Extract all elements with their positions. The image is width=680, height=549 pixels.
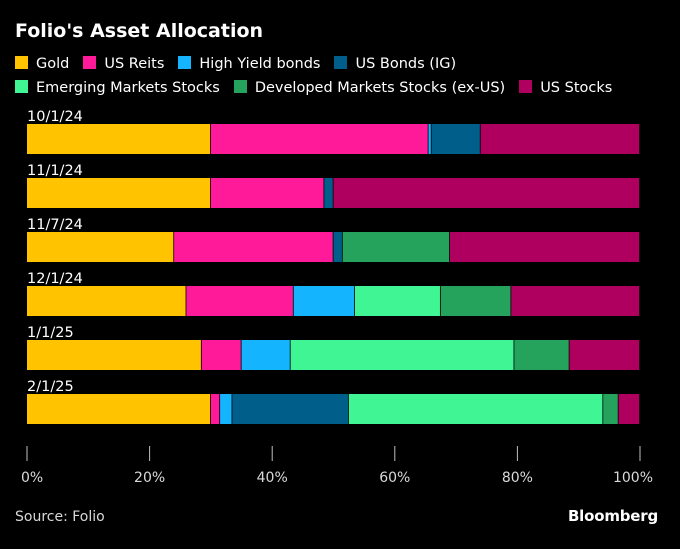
legend-swatch (178, 56, 192, 69)
legend-item-high-yield-bonds: High Yield bonds (178, 52, 320, 76)
legend-swatch (15, 56, 28, 69)
bar-segment-11-1-24-gold (27, 178, 211, 208)
stacked-bar-chart: 10/1/24 11/1/24 11/7/24 12/1/24 1/1/25 2/1/25… (21, 109, 653, 486)
bar-segment-10-1-24-us-stocks (480, 124, 640, 154)
row-label-11-1-24: 11/1/24 (27, 163, 83, 179)
legend-item-us-bonds-ig: US Bonds (IG) (334, 52, 456, 76)
bar-segment-10-1-24-gold (27, 124, 211, 154)
bar-segment-11-1-24-us-stocks (333, 178, 640, 208)
legend-swatch (15, 80, 28, 93)
bar-segment-1-1-25-gold (27, 340, 201, 370)
bar-segment-11-7-24-us-bonds-ig (333, 232, 342, 262)
x-tick-label: 20% (134, 470, 165, 486)
x-tick-label: 100% (613, 470, 653, 486)
legend-item-us-stocks: US Stocks (519, 76, 612, 100)
legend-label: US Bonds (IG) (355, 56, 457, 72)
legend-swatch (519, 80, 533, 93)
row-label-12-1-24: 12/1/24 (27, 271, 83, 287)
legend-item-emerging-markets-stocks: Emerging Markets Stocks (15, 76, 220, 100)
legend-label: Emerging Markets Stocks (36, 80, 220, 96)
bar-segment-2-1-25-us-reits (210, 394, 220, 424)
bar-segment-12-1-24-high-yield-bonds (293, 286, 355, 316)
legend-label: US Stocks (540, 80, 613, 96)
bar-segment-10-1-24-us-bonds-ig (431, 124, 480, 154)
bar-segment-10-1-24-us-reits (210, 124, 428, 154)
bar-segment-1-1-25-us-stocks (569, 340, 640, 370)
legend-label: Gold (36, 56, 70, 72)
bar-segment-2-1-25-developed-markets-stocks-ex-us (603, 394, 618, 424)
bar-segment-12-1-24-gold (27, 286, 186, 316)
x-tick-label: 0% (21, 470, 43, 486)
bar-segment-2-1-25-emerging-markets-stocks (348, 394, 603, 424)
legend-item-us-reits: US Reits (83, 52, 164, 76)
legend-swatch (334, 56, 348, 69)
bar-segment-1-1-25-developed-markets-stocks-ex-us (514, 340, 569, 370)
row-label-10-1-24: 10/1/24 (27, 109, 83, 125)
source-note: Source: Folio (15, 509, 105, 525)
bar-segment-11-7-24-gold (27, 232, 174, 262)
bar-segment-12-1-24-us-stocks (511, 286, 640, 316)
bar-segment-12-1-24-developed-markets-stocks-ex-us (440, 286, 511, 316)
bar-segment-11-7-24-developed-markets-stocks-ex-us (342, 232, 450, 262)
bar-segment-2-1-25-us-bonds-ig (232, 394, 349, 424)
x-tick-label: 80% (502, 470, 533, 486)
bar-segment-11-1-24-us-bonds-ig (324, 178, 333, 208)
bar-segment-11-7-24-us-reits (174, 232, 333, 262)
bloomberg-logo: Bloomberg (567, 507, 658, 525)
x-tick-label: 60% (379, 470, 410, 486)
legend: Gold US Reits High Yield bonds US Bonds (IG… (15, 52, 675, 100)
legend-swatch (83, 56, 97, 69)
legend-item-gold: Gold (15, 52, 69, 76)
row-label-1-1-25: 1/1/25 (27, 325, 74, 341)
bar-segment-11-7-24-us-stocks (449, 232, 640, 262)
legend-label: Developed Markets Stocks (ex-US) (254, 80, 506, 96)
legend-swatch (233, 80, 247, 93)
bar-segment-1-1-25-high-yield-bonds (241, 340, 290, 370)
bar-segment-10-1-24-high-yield-bonds (428, 124, 431, 154)
chart-title: Folio's Asset Allocation (15, 20, 264, 42)
bar-segment-1-1-25-us-reits (201, 340, 241, 370)
bar-segment-11-1-24-us-reits (210, 178, 324, 208)
bar-segment-2-1-25-high-yield-bonds (220, 394, 232, 424)
legend-item-developed-markets-stocks-ex-us: Developed Markets Stocks (ex-US) (233, 76, 506, 100)
row-label-11-7-24: 11/7/24 (27, 217, 83, 233)
bar-segment-12-1-24-us-reits (186, 286, 293, 316)
bar-segment-2-1-25-us-stocks (618, 394, 640, 424)
legend-label: US Reits (104, 56, 165, 72)
legend-label: High Yield bonds (199, 56, 321, 72)
x-tick-label: 40% (257, 470, 288, 486)
bar-segment-12-1-24-emerging-markets-stocks (354, 286, 440, 316)
bar-segment-2-1-25-gold (27, 394, 211, 424)
bar-segment-1-1-25-emerging-markets-stocks (290, 340, 514, 370)
row-label-2-1-25: 2/1/25 (27, 379, 74, 395)
